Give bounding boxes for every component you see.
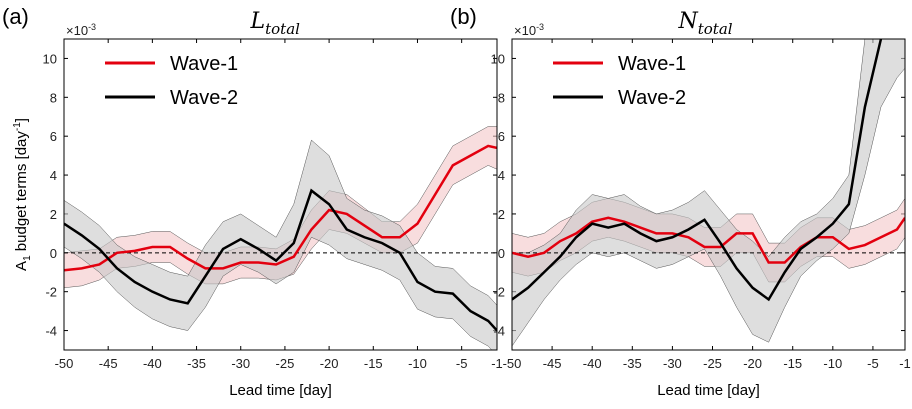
y-axis-label-part: -1 [12, 122, 23, 131]
legend-label: Wave-2 [170, 87, 238, 109]
series-line [512, 216, 905, 264]
y-tick-label: 10 [491, 51, 505, 66]
x-tick-label: -10 [823, 356, 842, 371]
panel-label: (a) [2, 4, 29, 29]
panel-label: (b) [450, 4, 477, 29]
x-tick-label: -50 [55, 356, 74, 371]
title-main: N [678, 9, 699, 34]
exponent: ×10-3 [514, 22, 544, 38]
series-line [512, 39, 883, 302]
x-tick-label: -35 [187, 356, 206, 371]
x-axis-label: Lead time [day] [657, 382, 760, 399]
exponent-base: ×10 [514, 23, 536, 38]
plot-frame [63, 38, 498, 351]
plot-area [64, 126, 497, 350]
y-axis-label-part: budget terms [day [13, 131, 30, 256]
x-tick-label: -1 [491, 356, 503, 371]
y-tick-label: -4 [493, 324, 505, 339]
x-tick-label: -10 [408, 356, 427, 371]
x-tick-label: -5 [867, 356, 879, 371]
exponent: ×10-3 [66, 22, 96, 38]
x-tick-label: -45 [99, 356, 118, 371]
x-tick-label: -20 [743, 356, 762, 371]
y-axis-label: A1 budget terms [day-1] [12, 118, 33, 271]
x-tick-label: -40 [583, 356, 602, 371]
x-tick-label: -35 [623, 356, 642, 371]
title-sub: total [265, 20, 300, 38]
x-tick-label: -50 [503, 356, 522, 371]
y-tick-label: 6 [498, 129, 505, 144]
spread-band [64, 139, 497, 350]
title-sub: total [698, 20, 733, 38]
series-line [64, 188, 497, 332]
y-tick-label: 4 [50, 168, 57, 183]
x-tick-label: -1 [899, 356, 911, 371]
legend-label: Wave-1 [170, 53, 238, 75]
legend-label: Wave-1 [618, 53, 686, 75]
legend-label: Wave-2 [618, 87, 686, 109]
x-axis-label: Lead time [day] [229, 382, 332, 399]
x-tick-label: -30 [231, 356, 250, 371]
y-tick-label: 2 [50, 207, 57, 222]
x-tick-label: -45 [543, 356, 562, 371]
x-tick-label: -15 [364, 356, 383, 371]
y-tick-label: -2 [493, 285, 505, 300]
y-tick-label: 10 [43, 51, 57, 66]
x-tick-label: -30 [663, 356, 682, 371]
y-axis-label-part: A [13, 261, 30, 271]
x-tick-label: -25 [276, 356, 295, 371]
exponent-power: -3 [536, 22, 544, 32]
y-tick-label: 6 [50, 129, 57, 144]
x-tick-label: -25 [703, 356, 722, 371]
exponent-base: ×10 [66, 23, 88, 38]
spread-band [512, 39, 905, 347]
y-tick-label: 8 [498, 90, 505, 105]
plot-frame [511, 38, 906, 351]
plot-area [512, 39, 905, 347]
y-tick-label: 0 [498, 246, 505, 261]
title-main: L [250, 9, 266, 34]
y-tick-label: 2 [498, 207, 505, 222]
y-axis-label-part: 1 [22, 255, 33, 261]
x-tick-label: -40 [143, 356, 162, 371]
panel-title: Ltotal [250, 9, 301, 38]
y-tick-label: 0 [50, 246, 57, 261]
y-tick-label: 4 [498, 168, 505, 183]
series-line [64, 144, 497, 272]
y-tick-label: 8 [50, 90, 57, 105]
exponent-power: -3 [88, 22, 96, 32]
y-tick-label: -2 [45, 285, 57, 300]
y-axis-label-part: ] [13, 118, 30, 122]
panel-title: Ntotal [678, 9, 733, 38]
y-tick-label: -4 [45, 324, 57, 339]
x-tick-label: -5 [456, 356, 468, 371]
x-tick-label: -15 [783, 356, 802, 371]
x-tick-label: -20 [320, 356, 339, 371]
